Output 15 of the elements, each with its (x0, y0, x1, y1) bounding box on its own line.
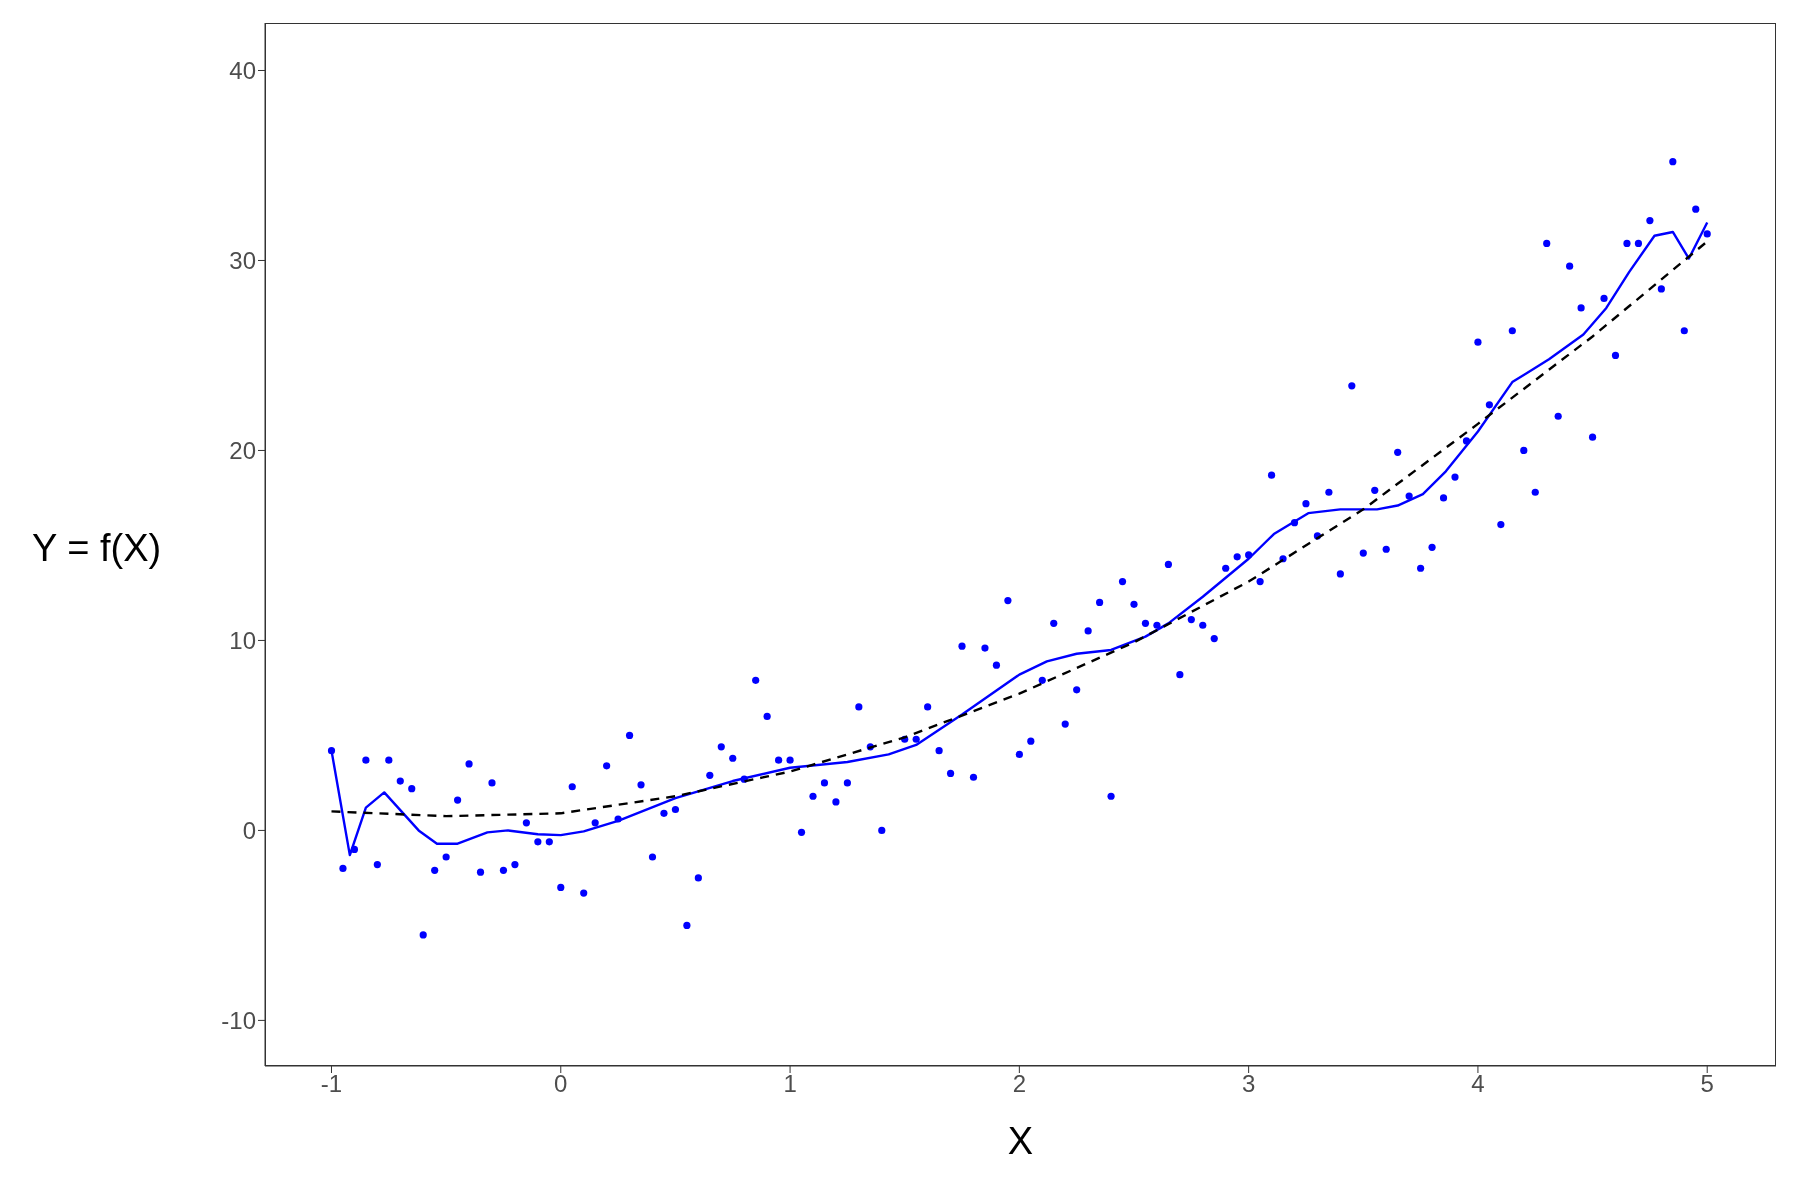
x-tick-label: 5 (1700, 1070, 1714, 1098)
y-axis-title: Y = f(X) (32, 526, 162, 570)
x-tick-label: 0 (554, 1070, 568, 1098)
y-tick-label: -10 (221, 1006, 256, 1034)
x-axis-title: X (1006, 1120, 1035, 1163)
x-tick-label: -1 (320, 1070, 343, 1098)
x-tick-label: 3 (1241, 1070, 1256, 1098)
y-tick-label: 30 (229, 247, 256, 274)
x-tick-label: 2 (1012, 1070, 1027, 1098)
x-tick-label: 1 (783, 1070, 797, 1098)
y-tick-label: 0 (242, 816, 256, 844)
y-tick-label: 20 (229, 436, 256, 464)
y-tick-label: 10 (229, 626, 256, 654)
x-tick-label: 4 (1471, 1070, 1485, 1098)
y-tick-label: 40 (229, 57, 256, 85)
